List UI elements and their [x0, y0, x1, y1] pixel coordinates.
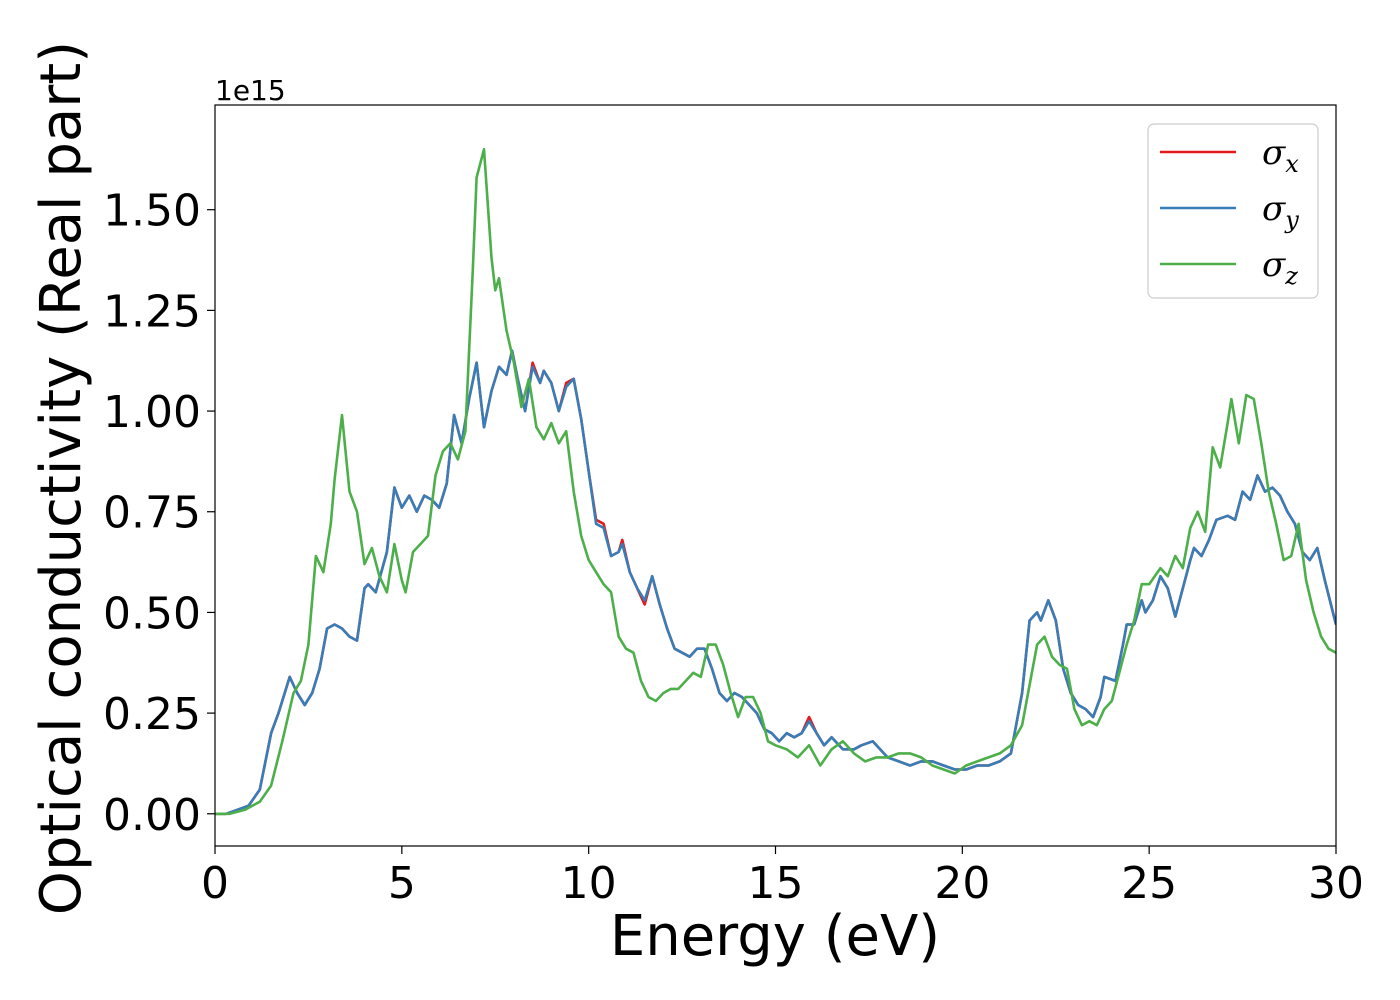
legend: σx σy σz	[1147, 123, 1319, 299]
y-tick-label: 0.25	[103, 689, 201, 740]
y-tick-label: 1.00	[103, 387, 201, 438]
y-tick-label: 0.00	[103, 790, 201, 841]
x-tick-label: 30	[1308, 858, 1364, 909]
y-axis-title: Optical conductivity (Real part)	[29, 41, 94, 915]
y-tick-label: 0.50	[103, 588, 201, 639]
x-tick-label: 10	[561, 858, 617, 909]
y-offset-label: 1e15	[215, 74, 286, 107]
legend-box	[1147, 123, 1319, 299]
x-axis-title: Energy (eV)	[610, 904, 940, 969]
x-axis-ticks: 0 5 10 15 20 25 30	[201, 846, 1364, 909]
y-axis-ticks: 0.00 0.25 0.50 0.75 1.00 1.25 1.50	[103, 186, 215, 841]
series-layer	[215, 148, 1336, 816]
y-tick-label: 1.50	[103, 186, 201, 237]
legend-label-y: σy	[1262, 189, 1299, 234]
legend-label-z: σz	[1262, 245, 1298, 290]
x-tick-label: 15	[748, 858, 804, 909]
x-tick-label: 5	[388, 858, 416, 909]
series-line-y	[215, 349, 1336, 816]
y-tick-label: 0.75	[103, 488, 201, 539]
x-tick-label: 0	[201, 858, 229, 909]
x-tick-label: 25	[1121, 858, 1177, 909]
x-tick-label: 20	[934, 858, 990, 909]
y-tick-label: 1.25	[103, 286, 201, 337]
series-line-z	[215, 148, 1336, 816]
legend-label-x: σx	[1262, 133, 1299, 178]
